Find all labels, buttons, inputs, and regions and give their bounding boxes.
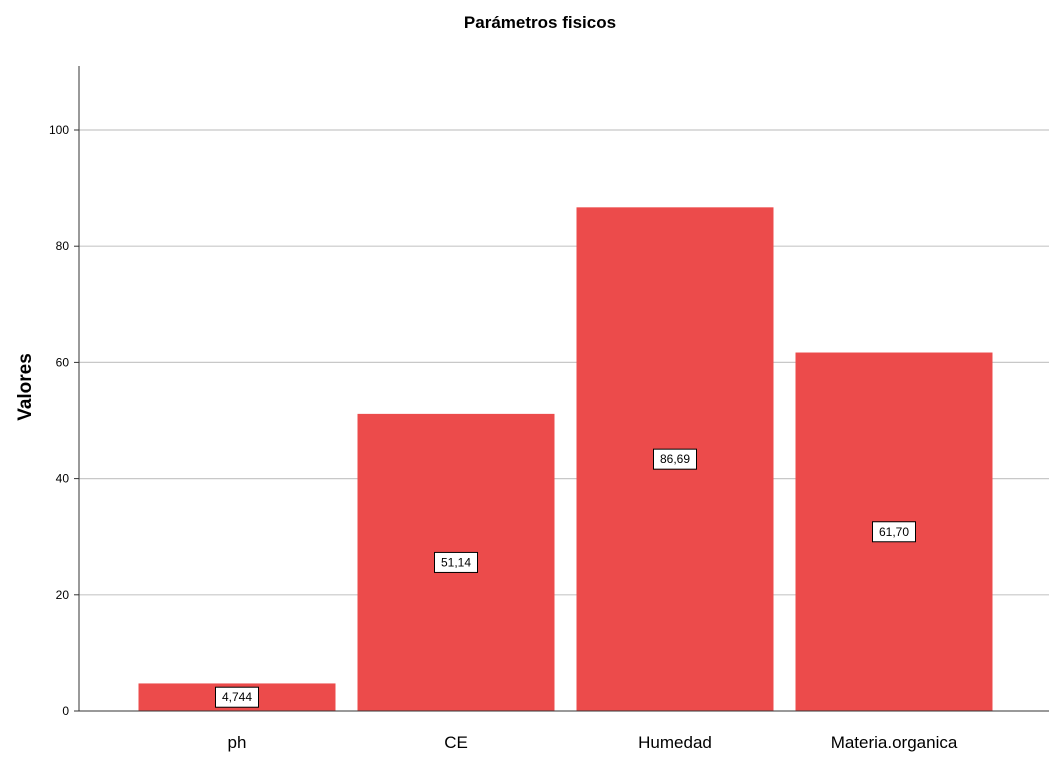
y-tick-label: 0 — [62, 704, 69, 718]
data-label-box — [215, 686, 259, 708]
x-category-label: CE — [444, 733, 468, 752]
x-category-labels: ph CE Humedad Materia.organica — [228, 733, 958, 752]
data-label: 86,69 — [660, 452, 690, 466]
axes — [78, 66, 1049, 712]
y-axis-label: Valores — [15, 353, 36, 421]
data-label: 61,70 — [879, 525, 909, 539]
data-labels: 4,744 51,14 86,69 61,70 — [215, 448, 916, 708]
y-tick-label: 80 — [56, 239, 70, 253]
data-label-box — [872, 521, 916, 543]
y-tick-label: 20 — [56, 588, 70, 602]
y-tick-label: 100 — [49, 123, 69, 137]
y-tick-labels: 0 20 40 60 80 100 — [49, 123, 79, 718]
data-label: 4,744 — [222, 690, 252, 704]
data-label-box — [434, 551, 478, 573]
y-tick-label: 60 — [56, 355, 70, 369]
x-category-label: Humedad — [638, 733, 712, 752]
bars — [138, 207, 993, 711]
data-label: 51,14 — [441, 555, 471, 569]
x-category-label: Materia.organica — [831, 733, 958, 752]
y-tick-label: 40 — [56, 472, 70, 486]
chart-title: Parámetros fisicos — [464, 13, 616, 32]
x-category-label: ph — [228, 733, 247, 752]
data-label-box — [653, 448, 697, 470]
